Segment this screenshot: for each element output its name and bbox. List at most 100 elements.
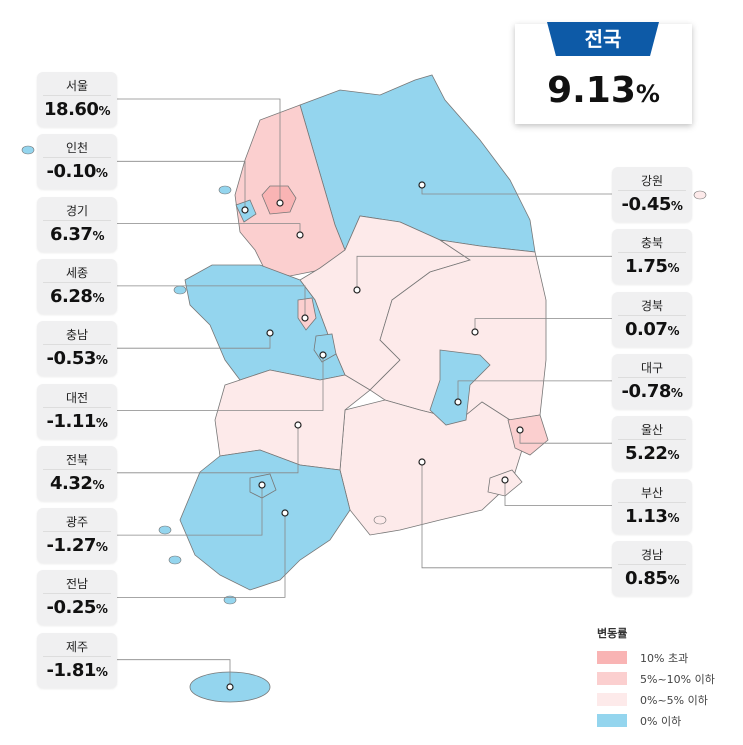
- marker-대구: [454, 398, 462, 406]
- region-label-대전: 대전 -1.11%: [37, 383, 117, 439]
- region-value: 1.13%: [625, 505, 679, 527]
- leader-line: [117, 333, 271, 349]
- leader-line: [117, 513, 286, 598]
- island: [373, 515, 387, 525]
- marker-제주: [226, 683, 234, 691]
- region-value: -0.10%: [46, 161, 108, 183]
- region-name: 경기: [43, 202, 111, 221]
- region-name: 충남: [43, 326, 111, 346]
- marker-전북: [294, 421, 302, 429]
- legend: 변동률 10% 초과 5%~10% 이하 0%~5% 이하 0% 이하: [597, 625, 715, 731]
- legend-item: 10% 초과: [597, 647, 715, 668]
- region-name: 서울: [43, 77, 111, 96]
- legend-item: 0% 이하: [597, 710, 715, 731]
- region-세종: [297, 297, 317, 331]
- region-value: 0.07%: [625, 318, 679, 340]
- region-label-강원: 강원 -0.45%: [612, 167, 692, 222]
- region-name: 전남: [43, 575, 111, 595]
- marker-인천: [241, 206, 249, 214]
- region-value: 4.32%: [50, 472, 104, 494]
- region-name: 강원: [618, 172, 686, 191]
- region-value: 0.85%: [625, 567, 679, 589]
- region-name: 제주: [43, 638, 111, 657]
- region-label-대구: 대구 -0.78%: [612, 353, 692, 409]
- region-울산: [507, 414, 549, 456]
- leader-line: [117, 425, 299, 474]
- marker-경북: [471, 328, 479, 336]
- region-value: 6.28%: [50, 285, 104, 307]
- legend-swatch: [597, 693, 627, 706]
- region-name: 부산: [618, 484, 686, 503]
- region-value: -0.25%: [46, 597, 108, 619]
- region-label-서울: 서울 18.60%: [37, 72, 117, 127]
- region-label-울산: 울산 5.22%: [612, 416, 692, 472]
- marker-세종: [301, 314, 309, 322]
- leader-line: [504, 480, 612, 506]
- legend-swatch: [597, 651, 627, 664]
- region-name: 광주: [43, 513, 111, 533]
- region-value: 1.75%: [625, 256, 679, 278]
- marker-충북: [353, 286, 361, 294]
- island: [158, 525, 172, 535]
- region-name: 울산: [618, 421, 686, 441]
- national-summary: 전국 9.13%: [515, 22, 692, 124]
- region-경남: [339, 399, 523, 536]
- national-value: 9.13%: [547, 70, 660, 111]
- island: [218, 185, 232, 195]
- region-value: 18.60%: [44, 99, 110, 120]
- marker-전남: [281, 509, 289, 517]
- region-value: -0.53%: [46, 348, 108, 370]
- island: [173, 285, 187, 295]
- marker-경남: [418, 458, 426, 466]
- region-value: -1.27%: [46, 535, 108, 557]
- region-name: 세종: [43, 264, 111, 283]
- region-label-충북: 충북 1.75%: [612, 229, 692, 285]
- legend-item: 5%~10% 이하: [597, 668, 715, 689]
- marker-충남: [266, 329, 274, 337]
- legend-swatch: [597, 714, 627, 727]
- region-label-충남: 충남 -0.53%: [37, 321, 117, 377]
- region-label-경남: 경남 0.85%: [612, 540, 692, 596]
- marker-대전: [319, 351, 327, 359]
- leader-line: [117, 485, 263, 536]
- marker-강원: [418, 181, 426, 189]
- leader-line: [474, 318, 612, 332]
- marker-부산: [501, 476, 509, 484]
- region-value: -1.11%: [46, 410, 108, 432]
- region-name: 충북: [618, 234, 686, 254]
- leader-line: [117, 355, 324, 411]
- leader-line: [421, 462, 612, 569]
- leader-line: [356, 255, 612, 290]
- region-value: -1.81%: [46, 659, 108, 681]
- region-name: 경북: [618, 297, 686, 316]
- leader-line: [457, 380, 612, 402]
- national-label: 전국: [547, 22, 659, 56]
- region-label-부산: 부산 1.13%: [612, 478, 692, 534]
- region-value: -0.45%: [621, 194, 683, 215]
- leader-line: [117, 285, 306, 318]
- region-label-인천: 인천 -0.10%: [37, 134, 117, 190]
- leader-line: [117, 98, 281, 203]
- region-name: 인천: [43, 139, 111, 159]
- region-value: 5.22%: [625, 443, 679, 465]
- region-value: -0.78%: [621, 380, 683, 402]
- marker-울산: [516, 426, 524, 434]
- legend-item: 0%~5% 이하: [597, 689, 715, 710]
- leader-line: [519, 430, 612, 444]
- region-label-경북: 경북 0.07%: [612, 291, 692, 347]
- leader-line: [117, 160, 246, 210]
- legend-label: 10% 초과: [640, 651, 689, 665]
- region-대구: [429, 349, 491, 426]
- region-label-전남: 전남 -0.25%: [37, 570, 117, 626]
- region-label-전북: 전북 4.32%: [37, 445, 117, 501]
- legend-swatch: [597, 672, 627, 685]
- legend-label: 5%~10% 이하: [640, 672, 715, 686]
- island: [223, 595, 237, 605]
- legend-label: 0%~5% 이하: [640, 693, 708, 707]
- island: [168, 555, 182, 565]
- region-value: 6.37%: [50, 223, 104, 245]
- region-전남: [179, 449, 351, 591]
- region-name: 경남: [618, 546, 686, 565]
